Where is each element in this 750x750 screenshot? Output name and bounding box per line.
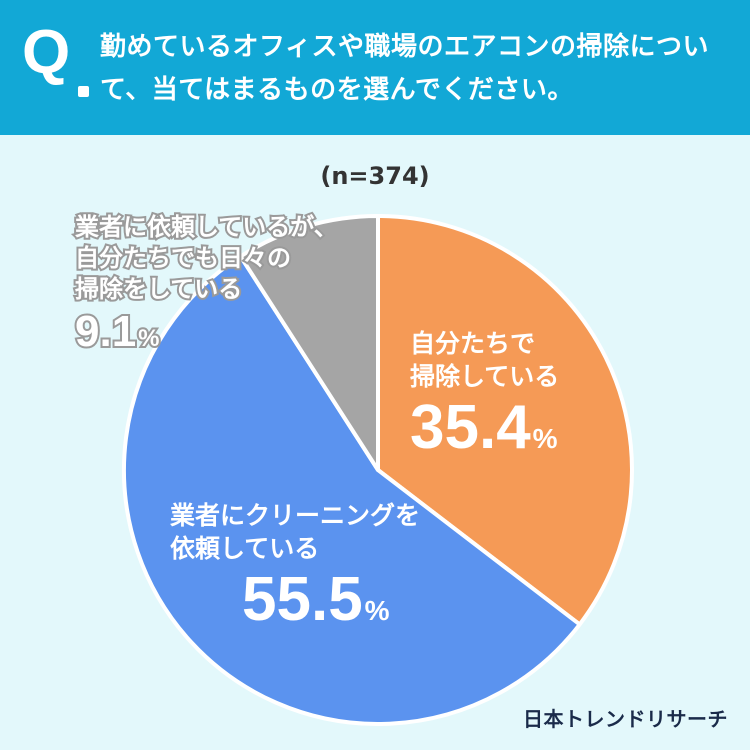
slice-label-line: 業者に依頼しているが、 [73, 211, 340, 243]
q-dot [78, 86, 89, 97]
slice-percent-value: 55.5 [242, 565, 363, 634]
percent-unit: % [364, 595, 390, 626]
slice-percent: 55.5% [242, 569, 420, 631]
slice-percent: 35.4% [410, 397, 559, 459]
slice-percent: 9.1% [73, 306, 338, 356]
percent-unit: % [136, 324, 161, 352]
slice-percent-value: 9.1 [73, 306, 138, 356]
slice-label-line: 掃除をしている [73, 273, 244, 305]
brand-logo: 日本トレンドリサーチ [523, 707, 728, 731]
percent-unit: % [532, 423, 558, 454]
question-text: 勤めているオフィスや職場のエアコンの掃除について、当てはまるものを選んでください… [100, 32, 709, 105]
slice-label-line: 自分たちでも日々の [73, 242, 293, 274]
slice-label-line: 業者にクリーニングを [170, 501, 421, 530]
question-header: Q 勤めているオフィスや職場のエアコンの掃除について、当てはまるものを選んでくだ… [0, 0, 750, 135]
pie-slice-1 [121, 254, 582, 726]
slice-percent-value: 35.4 [410, 393, 531, 462]
pie-slice-2 [238, 214, 380, 472]
slice-label-line: 依頼している [170, 533, 320, 563]
sample-size: (n=374) [320, 162, 430, 190]
slice-label-contractor: 業者にクリーニングを 依頼している 55.5% [170, 500, 420, 631]
q-letter: Q [22, 18, 71, 87]
slice-label-both: 業者に依頼しているが、 自分たちでも日々の 掃除をしている 9.1% [73, 211, 340, 356]
slice-label-line: 自分たちで [410, 329, 536, 358]
slice-label-self-cleaning: 自分たちで 掃除している 35.4% [410, 328, 559, 459]
slice-label-line: 掃除している [410, 361, 560, 391]
pie-slice-0 [376, 214, 634, 627]
